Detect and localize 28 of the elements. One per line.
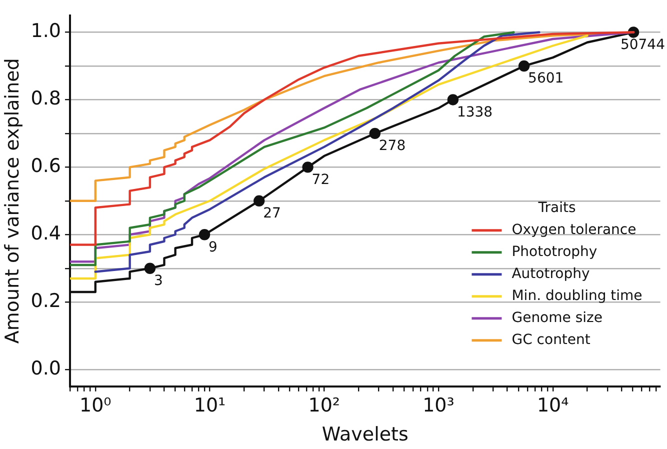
x-tick-label: 10³ [422,394,454,417]
legend-label: Genome size [512,310,602,326]
y-tick-label: 0.8 [30,88,62,110]
x-tick-label: 10⁰ [79,394,112,417]
legend-label: Min. doubling time [512,288,642,304]
annotation: 1338 [456,104,493,120]
x-tick-label: 10¹ [194,394,226,417]
legend-title: Traits [537,200,576,216]
y-tick-label: 0.0 [30,357,62,380]
y-axis-title: Amount of variance explained [1,58,24,344]
annotation: 50744 [620,36,666,53]
legend-label: GC content [512,332,591,348]
y-tick-label: 1.0 [30,20,62,42]
x-tick-label: 10⁴ [536,394,570,417]
annotation: 3 [154,272,163,289]
legend-label: Oxygen tolerance [512,222,636,238]
annotation: 278 [378,138,406,154]
x-tick-label: 10² [308,394,340,417]
annotation: 27 [263,206,281,222]
legend-label: Autotrophy [512,266,590,282]
y-tick-label: 0.2 [30,290,62,312]
legend-label: Phototrophy [512,244,598,260]
x-axis-title: Wavelets [322,424,408,446]
y-tick-label: 0.6 [30,155,62,178]
y-tick-label: 0.4 [30,222,62,245]
annotation: 72 [312,172,330,188]
annotation: 5601 [528,70,564,87]
annotation: 9 [208,239,218,256]
